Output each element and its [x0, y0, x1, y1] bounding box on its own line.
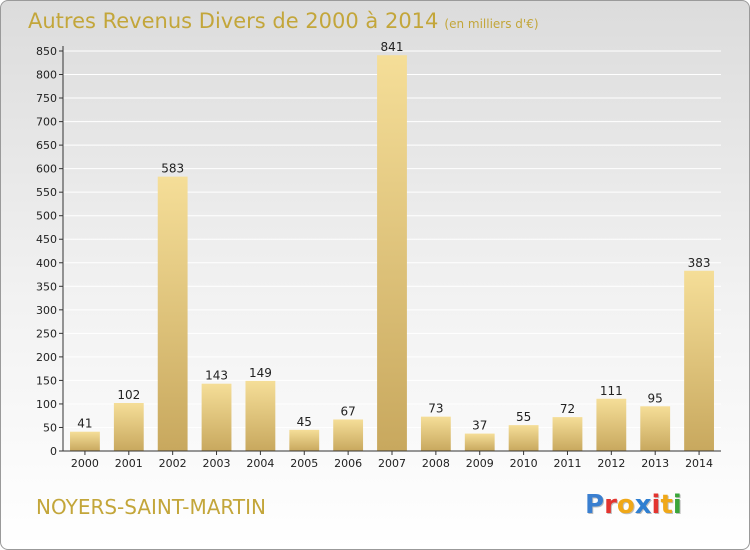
x-tick-label: 2005 — [290, 457, 318, 470]
chart-title: Autres Revenus Divers de 2000 à 2014 (en … — [28, 9, 539, 33]
y-tick-label: 250 — [36, 327, 57, 340]
y-tick-label: 700 — [36, 116, 57, 129]
x-tick-label: 2011 — [553, 457, 581, 470]
x-tick-label: 2007 — [378, 457, 406, 470]
chart-unit: (en milliers d'€) — [444, 17, 539, 31]
data-label: 95 — [648, 391, 663, 405]
bar — [70, 431, 100, 451]
logo-letter: P — [585, 490, 605, 520]
data-label: 143 — [205, 369, 228, 383]
data-label: 72 — [560, 402, 575, 416]
bar — [596, 398, 627, 451]
data-label: 37 — [472, 419, 487, 433]
bar — [113, 403, 144, 451]
data-label: 841 — [381, 40, 404, 54]
x-tick-label: 2012 — [597, 457, 625, 470]
x-tick-label: 2008 — [422, 457, 450, 470]
logo-letter: x — [634, 490, 652, 520]
proxiti-logo: Proxiti — [585, 490, 682, 520]
data-label: 55 — [516, 410, 531, 424]
y-tick-label: 500 — [36, 210, 57, 223]
data-label: 102 — [117, 388, 140, 402]
data-label: 149 — [249, 366, 272, 380]
y-tick-label: 200 — [36, 351, 57, 364]
logo-letter: t — [660, 490, 673, 520]
y-tick-label: 300 — [36, 304, 57, 317]
x-tick-label: 2001 — [115, 457, 143, 470]
location-name: NOYERS-SAINT-MARTIN — [36, 495, 266, 519]
y-tick-label: 850 — [36, 45, 57, 58]
y-tick-label: 350 — [36, 280, 57, 293]
x-tick-label: 2004 — [246, 457, 274, 470]
logo-letter: o — [616, 490, 635, 520]
bar — [640, 406, 671, 451]
x-tick-label: 2003 — [203, 457, 231, 470]
y-tick-label: 550 — [36, 186, 57, 199]
bar — [289, 429, 320, 451]
bar — [508, 425, 539, 451]
y-tick-label: 150 — [36, 374, 57, 387]
x-tick-label: 2009 — [466, 457, 494, 470]
bar — [420, 416, 451, 451]
axes — [59, 46, 721, 455]
data-label: 45 — [297, 415, 312, 429]
data-label: 383 — [688, 256, 711, 270]
logo-letter: i — [672, 490, 682, 520]
x-tick-label: 2006 — [334, 457, 362, 470]
data-label: 583 — [161, 162, 184, 176]
logo-letter: r — [604, 490, 617, 520]
y-tick-label: 400 — [36, 257, 57, 270]
y-tick-label: 800 — [36, 69, 57, 82]
x-tick-label: 2013 — [641, 457, 669, 470]
y-tick-label: 600 — [36, 163, 57, 176]
bar — [201, 383, 232, 451]
y-tick-label: 0 — [50, 445, 57, 458]
logo-letter: i — [651, 490, 661, 520]
y-tick-label: 50 — [43, 421, 57, 434]
bars — [70, 55, 714, 452]
chart-title-text: Autres Revenus Divers de 2000 à 2014 — [28, 9, 439, 33]
data-label: 67 — [340, 404, 355, 418]
labels: 0 50 100 150 200 250 300 350 400 450 500 550 600 650 7… — [36, 40, 713, 470]
data-label: 41 — [77, 417, 92, 431]
bar — [552, 417, 583, 451]
x-tick-label: 2014 — [685, 457, 713, 470]
data-label: 111 — [600, 384, 623, 398]
y-tick-label: 450 — [36, 233, 57, 246]
bar — [464, 433, 495, 451]
bar — [245, 380, 276, 451]
x-tick-label: 2002 — [159, 457, 187, 470]
x-tick-label: 2010 — [510, 457, 538, 470]
data-label: 73 — [428, 402, 443, 416]
y-tick-label: 750 — [36, 92, 57, 105]
bar — [157, 176, 188, 451]
bar — [377, 55, 407, 452]
y-tick-label: 650 — [36, 139, 57, 152]
bar — [684, 270, 714, 451]
y-tick-label: 100 — [36, 398, 57, 411]
bar — [333, 419, 364, 451]
x-tick-label: 2000 — [71, 457, 99, 470]
